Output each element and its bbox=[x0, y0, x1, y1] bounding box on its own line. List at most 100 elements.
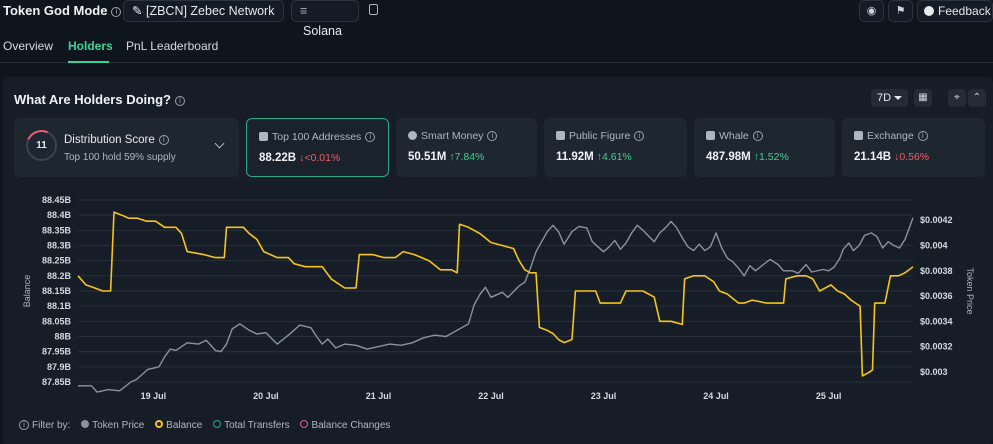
tab-pnl-leaderboard[interactable]: PnL Leaderboard bbox=[126, 39, 219, 53]
x-tick-label: 20 Jul bbox=[253, 391, 279, 401]
card-label: Exchange i bbox=[854, 130, 928, 142]
card-value-text: 88.22B bbox=[259, 152, 297, 164]
card-exchange[interactable]: Exchange i 21.14B ↓0.56% bbox=[842, 118, 985, 177]
legend-label: Total Transfers bbox=[224, 420, 290, 431]
y-tick-label: 88.25B bbox=[42, 256, 72, 266]
legend-label: Token Price bbox=[92, 420, 145, 431]
card-label: Smart Money i bbox=[408, 130, 498, 142]
score-value: 11 bbox=[36, 140, 47, 151]
distribution-title-text: Distribution Score bbox=[64, 134, 155, 146]
expand-button[interactable]: ⌖ bbox=[948, 89, 966, 107]
card-label-text: Top 100 Addresses bbox=[272, 131, 362, 143]
card-top-100-addresses[interactable]: Top 100 Addresses i 88.22B ↓<0.01% bbox=[246, 118, 389, 177]
card-label-text: Exchange bbox=[867, 130, 914, 142]
info-icon[interactable]: i bbox=[917, 131, 928, 142]
card-change-text: 4.61% bbox=[601, 151, 632, 163]
eye-button[interactable]: ◉ bbox=[859, 0, 884, 22]
tab-bar: Overview Holders PnL Leaderboard bbox=[0, 30, 993, 63]
card-change-text: 1.52% bbox=[759, 151, 789, 163]
legend-token-price[interactable]: Token Price bbox=[81, 420, 144, 431]
card-label: Whale i bbox=[706, 130, 763, 142]
y-tick-label: 87.85B bbox=[42, 377, 72, 387]
distribution-title: Distribution Score i bbox=[64, 134, 169, 146]
tab-holders[interactable]: Holders bbox=[68, 39, 113, 53]
x-tick-label: 23 Jul bbox=[591, 391, 617, 401]
x-tick-label: 25 Jul bbox=[816, 391, 842, 401]
card-value: 88.22B ↓<0.01% bbox=[259, 152, 340, 164]
filter-label: i Filter by: bbox=[19, 420, 70, 431]
x-tick-label: 22 Jul bbox=[478, 391, 504, 401]
info-icon[interactable]: i bbox=[111, 6, 122, 17]
info-icon[interactable]: i bbox=[487, 131, 498, 142]
feedback-label: Feedback bbox=[938, 4, 991, 18]
range-label: 7D bbox=[877, 92, 892, 104]
calendar-button[interactable]: ▦ bbox=[914, 89, 932, 107]
x-tick-label: 19 Jul bbox=[141, 391, 167, 401]
y-tick-label: 87.9B bbox=[47, 362, 72, 372]
legend-dot-icon bbox=[213, 420, 222, 429]
legend-total-transfers[interactable]: Total Transfers bbox=[213, 420, 290, 431]
tab-overview[interactable]: Overview bbox=[3, 39, 54, 53]
range-selector[interactable]: 7D bbox=[871, 89, 908, 107]
filter-label-text: Filter by: bbox=[32, 420, 71, 431]
card-change: ↓<0.01% bbox=[299, 152, 341, 164]
card-change: ↑7.84% bbox=[449, 151, 485, 163]
card-label-text: Public Figure bbox=[569, 130, 631, 142]
distribution-score-card[interactable]: 11 Distribution Score i Top 100 hold 59% … bbox=[14, 118, 239, 177]
card-label: Public Figure i bbox=[556, 130, 645, 142]
holders-chart[interactable]: 88.45B 88.4B 88.35B 88.3B 88.25B 88.2B 88.15B 8… bbox=[0, 190, 993, 412]
pin-icon: ⚑ bbox=[895, 5, 906, 17]
x-tick-label: 21 Jul bbox=[366, 391, 392, 401]
legend-balance[interactable]: Balance bbox=[155, 420, 202, 431]
y-tick-label: 88.1B bbox=[47, 301, 72, 311]
token-selector[interactable]: ✎ [ZBCN] Zebec Network bbox=[123, 0, 284, 22]
series-line-token-price bbox=[78, 217, 914, 393]
card-public-figure[interactable]: Public Figure i 11.92M ↑4.61% bbox=[544, 118, 687, 177]
right-axis-label: Token Price bbox=[965, 267, 975, 314]
card-change-text: 0.56% bbox=[899, 151, 930, 163]
card-smart-money[interactable]: Smart Money i 50.51M ↑7.84% bbox=[396, 118, 537, 177]
y-tick-label: 88.45B bbox=[42, 195, 72, 205]
card-change-text: <0.01% bbox=[304, 152, 341, 164]
y-tick-label: 88.4B bbox=[47, 210, 72, 220]
top-bar: Token God Mode i ✎ [ZBCN] Zebec Network ≡… bbox=[0, 0, 993, 38]
expand-icon: ⌖ bbox=[954, 92, 960, 103]
right-tick-label: $0.0042 bbox=[920, 215, 953, 225]
info-icon[interactable]: i bbox=[365, 132, 376, 143]
series-line-balance bbox=[77, 211, 914, 377]
card-value: 487.98M ↑1.52% bbox=[706, 151, 789, 163]
collapse-button[interactable]: ⌃ bbox=[968, 89, 986, 107]
calendar-icon: ▦ bbox=[918, 92, 928, 103]
pin-button[interactable]: ⚑ bbox=[888, 0, 913, 22]
card-change: ↓0.56% bbox=[894, 151, 930, 163]
right-tick-label: $0.0036 bbox=[920, 291, 953, 301]
y-tick-label: 88B bbox=[54, 332, 71, 342]
pencil-icon: ✎ bbox=[132, 4, 143, 18]
feedback-button[interactable]: Feedback bbox=[917, 0, 993, 22]
public-figure-icon bbox=[556, 130, 565, 140]
card-value: 50.51M ↑7.84% bbox=[408, 151, 484, 163]
exchange-icon bbox=[854, 130, 863, 140]
y-tick-label: 88.3B bbox=[47, 241, 72, 251]
legend-dot-icon bbox=[81, 420, 90, 429]
legend-label: Balance bbox=[166, 420, 203, 431]
chain-selector[interactable]: ≡ Solana bbox=[291, 0, 359, 38]
list-icon: ≡ bbox=[300, 4, 308, 18]
card-whale[interactable]: Whale i 487.98M ↑1.52% bbox=[694, 118, 835, 177]
card-change: ↑4.61% bbox=[596, 151, 632, 163]
page-title-text: Token God Mode bbox=[3, 3, 108, 18]
chain-label: Solana bbox=[303, 24, 342, 38]
info-icon[interactable]: i bbox=[158, 134, 169, 145]
legend-balance-changes[interactable]: Balance Changes bbox=[300, 420, 390, 431]
chevron-down-icon[interactable] bbox=[214, 138, 225, 149]
info-icon[interactable]: i bbox=[19, 420, 29, 431]
right-tick-label: $0.0038 bbox=[920, 266, 953, 276]
x-tick-label: 24 Jul bbox=[703, 391, 729, 401]
section-title: What Are Holders Doing? i bbox=[14, 92, 185, 107]
copy-icon[interactable] bbox=[369, 4, 378, 15]
right-tick-label: $0.003 bbox=[920, 367, 948, 377]
info-icon[interactable]: i bbox=[752, 131, 763, 142]
info-icon[interactable]: i bbox=[634, 131, 645, 142]
info-icon[interactable]: i bbox=[174, 95, 185, 106]
smart-money-icon bbox=[408, 130, 417, 140]
